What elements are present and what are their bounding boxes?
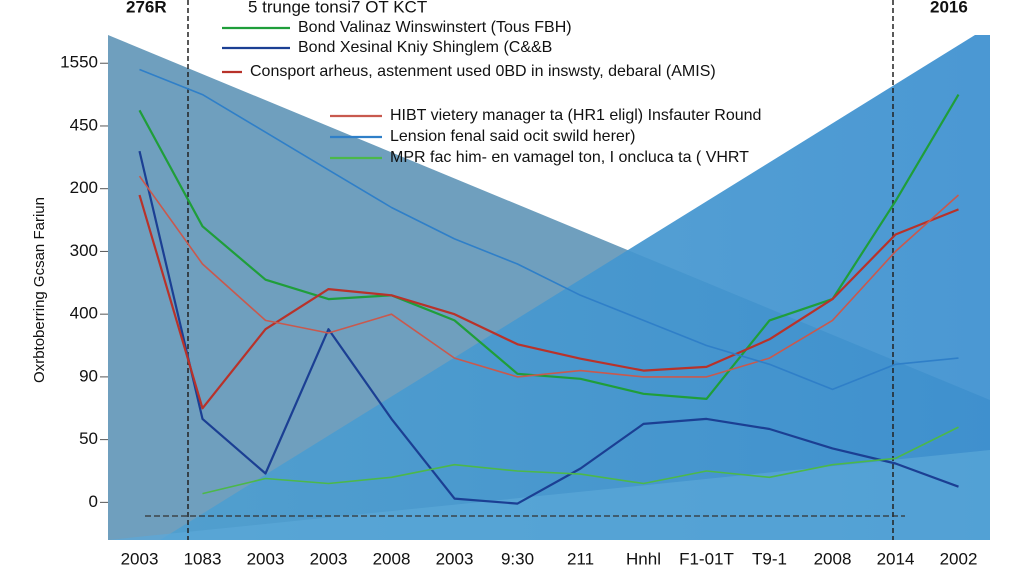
series-line: [139, 68, 959, 391]
x-tick-label: 2002: [940, 549, 978, 568]
x-tick-label: 9:30: [501, 549, 534, 568]
chart-title: 5 trunge tonsi7 OT KCT: [248, 0, 427, 16]
x-tick-label: 2014: [877, 549, 915, 568]
series-line: [138, 94, 960, 400]
y-tick-label: 50: [79, 429, 98, 448]
legend-label: Lension fenal said ocit swild herer): [390, 128, 635, 145]
x-tick-label: 2003: [121, 549, 159, 568]
series-line: [202, 426, 959, 495]
series-line: [138, 175, 960, 378]
legend-label: Consport arheus, astenment used 0BD in i…: [250, 63, 716, 80]
corner-label: 2016: [930, 0, 968, 16]
y-tick-label: 200: [70, 178, 98, 197]
y-tick-label: 90: [79, 366, 98, 385]
y-axis-label: Oxrbtoberring Gcsan Fariun: [31, 197, 48, 383]
x-tick-label: 2008: [814, 549, 852, 568]
right-shade: [160, 35, 990, 540]
legend-label: Bond Valinaz Winswinstert (Tous FBH): [298, 19, 572, 36]
x-tick-label: 2003: [436, 549, 474, 568]
legend: Bond Valinaz Winswinstert (Tous FBH) Bond…: [222, 19, 761, 166]
corner-label: 276R: [126, 0, 167, 16]
series-line: [138, 150, 959, 505]
y-tick-label: 0: [89, 492, 98, 511]
x-tick-label: T9-1: [752, 549, 787, 568]
background-shapes: [108, 0, 990, 540]
x-tick-label: 2008: [373, 549, 411, 568]
x-tick-label: 2003: [247, 549, 285, 568]
x-tick-label: 1083: [184, 549, 222, 568]
x-tick-label: 2003: [310, 549, 348, 568]
legend-label: HIBT vietery manager ta (HR1 eligl) Insf…: [390, 107, 761, 124]
plot-area: [138, 68, 960, 505]
y-tick-label: 450: [70, 115, 98, 134]
x-tick-label: 211: [567, 549, 594, 568]
legend-label: Bond Xesinal Kniy Shinglem (C&&B: [298, 39, 552, 56]
bottom-shade: [108, 450, 990, 540]
x-tick-label: Hnhl: [626, 549, 661, 568]
y-tick-label: 1550: [60, 53, 98, 72]
legend-label: MPR fac him- en vamagel ton, I oncluca t…: [390, 149, 749, 166]
x-tick-label: F1-01T: [679, 549, 734, 568]
y-tick-label: 400: [70, 304, 98, 323]
y-tick-label: 300: [70, 241, 98, 260]
